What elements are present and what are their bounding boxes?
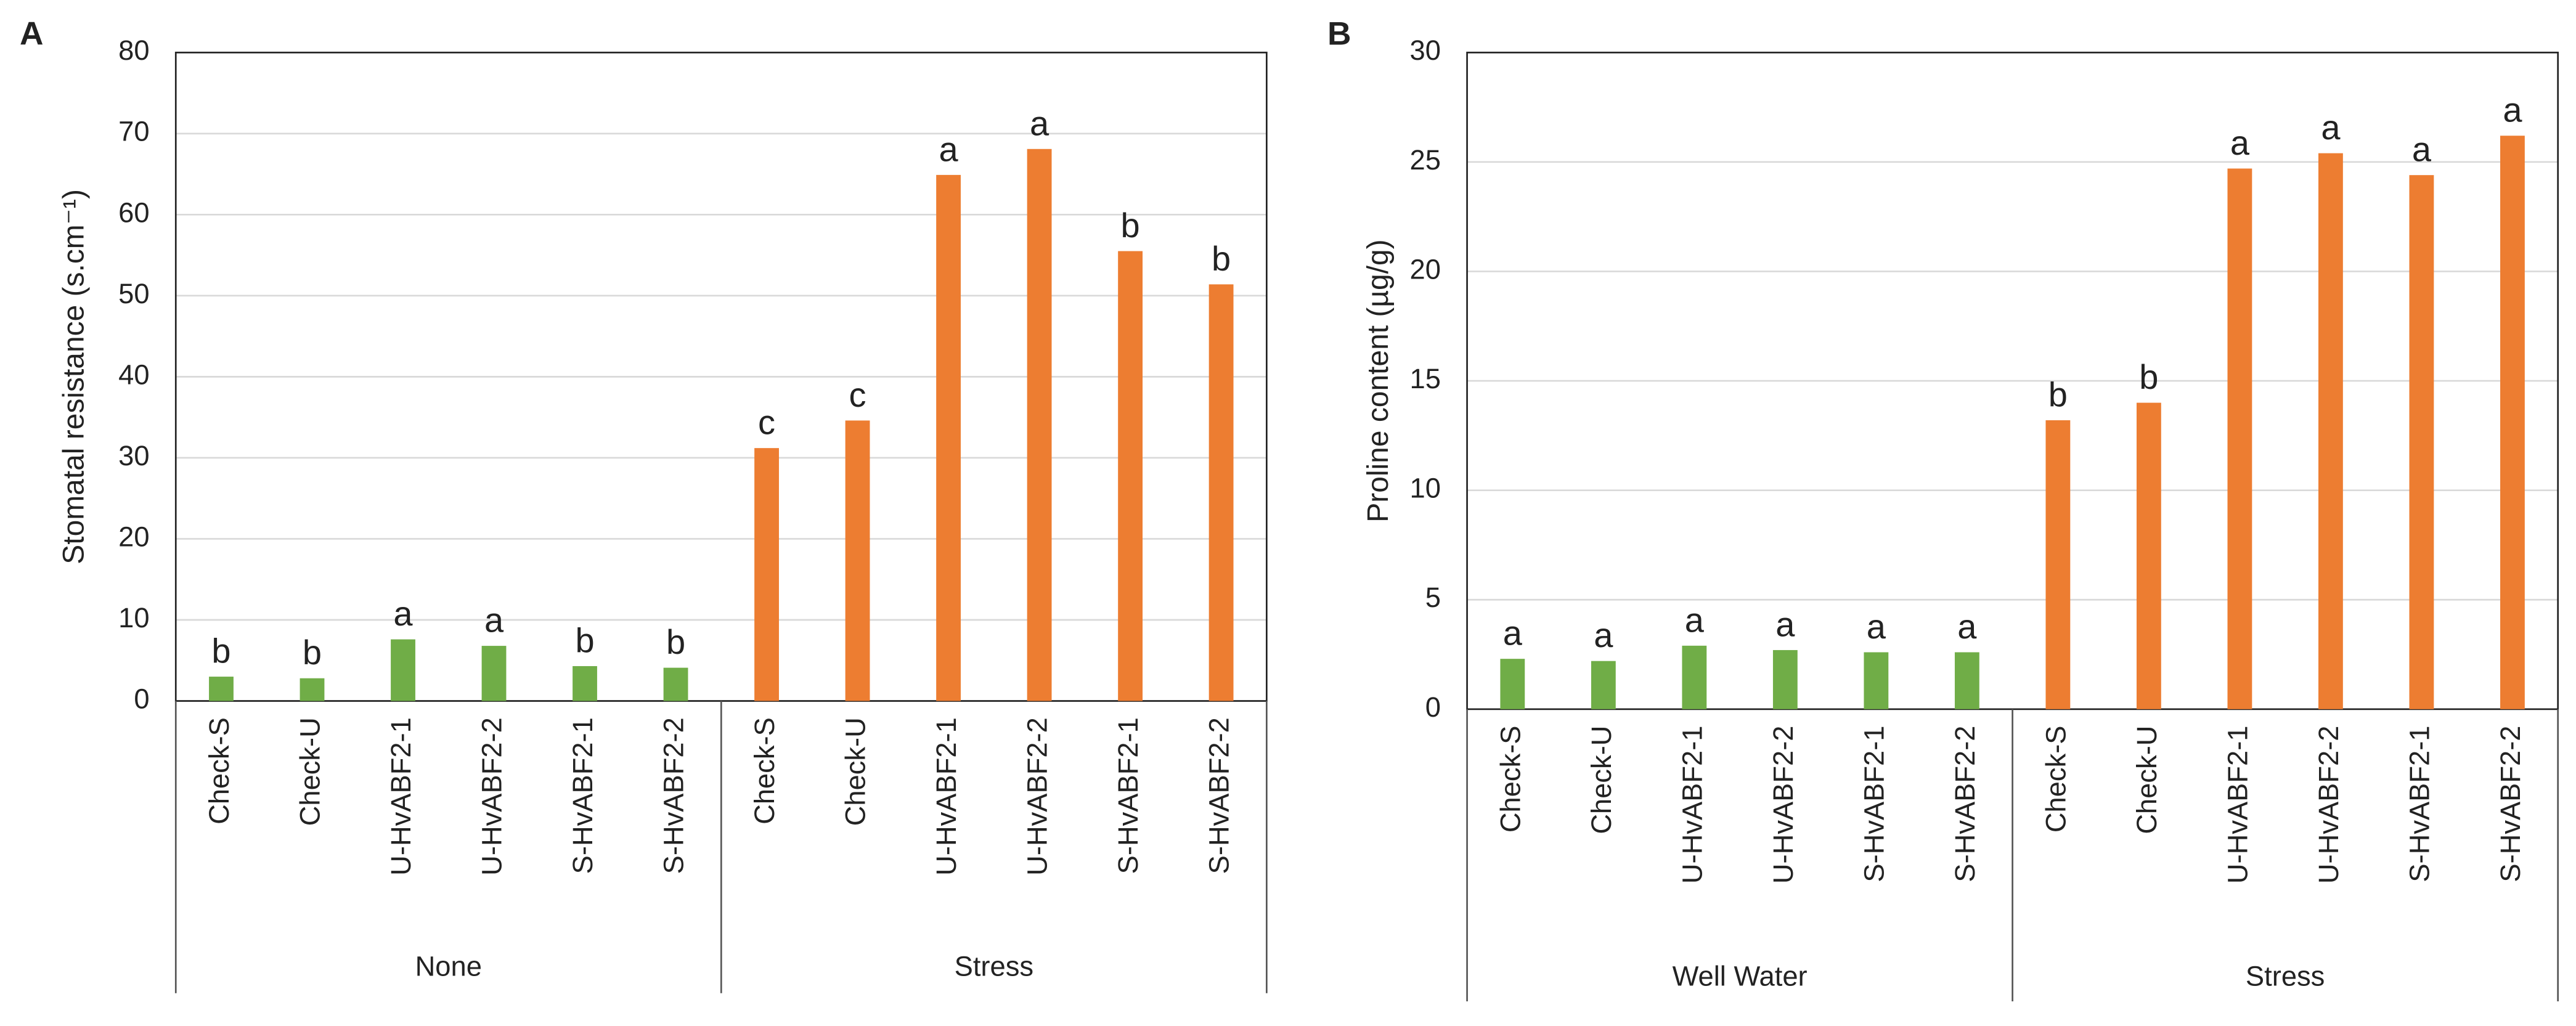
x-tick-label: Check-S [1494,725,1526,833]
y-tick-label: 20 [1410,253,1441,285]
y-axis-label: Stomatal resistance (s.cm⁻¹) [57,189,90,564]
bar [754,448,779,701]
x-tick-label: S-HvABF2-2 [1949,725,1981,882]
bar [391,639,415,701]
y-tick-label: 70 [118,116,149,147]
x-tick-label: Check-U [2131,725,2162,834]
significance-letter: a [2503,91,2522,129]
x-tick-label: U-HvABF2-1 [2222,725,2253,884]
significance-letter: c [849,375,866,414]
significance-letter: a [2321,108,2341,147]
y-tick-label: 10 [1410,473,1441,504]
x-tick-label: U-HvABF2-2 [1022,717,1053,876]
x-tick-label: Check-U [1586,725,1617,834]
significance-letter: a [1775,605,1795,643]
significance-letter: a [1594,616,1613,654]
x-tick-label: S-HvABF2-2 [1204,717,1235,874]
significance-letter: b [2048,375,2068,413]
bar [1118,251,1143,701]
panel-label: B [1327,16,1351,52]
x-tick-label: S-HvABF2-1 [2403,725,2435,882]
significance-letter: a [1503,614,1523,653]
bar [845,420,870,701]
bar [300,678,325,701]
bar [573,666,597,701]
x-tick-label: U-HvABF2-2 [2313,725,2344,884]
group-label: Stress [2246,961,2325,992]
significance-letter: b [2139,357,2158,396]
significance-letter: a [1030,104,1050,142]
bar [1209,284,1234,701]
y-tick-label: 30 [118,440,149,471]
significance-letter: a [2230,123,2250,162]
y-tick-label: 25 [1410,144,1441,176]
bar [663,667,688,701]
y-tick-label: 5 [1425,582,1441,613]
bar [1591,661,1616,709]
significance-letter: b [303,633,322,672]
x-tick-label: U-HvABF2-2 [1767,725,1799,884]
significance-letter: b [1121,206,1140,245]
y-tick-label: 0 [134,683,149,715]
x-tick-label: Check-U [294,717,325,826]
significance-letter: a [1685,600,1705,639]
x-tick-label: Check-S [203,717,235,824]
bar [1772,649,1798,709]
x-tick-label: U-HvABF2-1 [931,717,962,876]
bar [209,677,234,701]
bar [2500,136,2525,709]
plot-frame [174,51,1268,702]
y-tick-label: 10 [118,602,149,633]
significance-letter: a [2412,130,2432,169]
significance-letter: a [484,601,504,640]
group-label: None [415,951,482,982]
significance-letter: b [575,621,594,659]
y-tick-label: 30 [1410,35,1441,66]
x-tick-label: S-HvABF2-1 [1112,717,1144,874]
bar [1682,645,1707,709]
group-label: Stress [955,951,1033,982]
bar [1954,652,1979,709]
significance-letter: a [1867,607,1886,646]
bar [2409,175,2434,709]
significance-letter: c [758,403,775,442]
x-tick-label: Check-S [749,717,780,824]
bar [2318,153,2343,709]
y-tick-label: 0 [1425,691,1441,723]
x-tick-label: U-HvABF2-2 [476,717,507,876]
x-tick-label: S-HvABF2-1 [567,717,598,874]
x-tick-label: Check-S [2040,725,2071,833]
significance-letter: b [666,622,685,661]
significance-letter: a [1957,607,1977,646]
x-tick-label: U-HvABF2-1 [1676,725,1708,884]
x-tick-label: U-HvABF2-1 [385,717,417,876]
significance-letter: a [939,129,958,168]
x-tick-label: S-HvABF2-1 [1858,725,1889,882]
y-tick-label: 40 [118,359,149,390]
panel-label: A [20,16,43,52]
bar [2227,168,2252,709]
group-label: Well Water [1673,961,1808,992]
bar [2136,402,2161,709]
y-tick-label: 60 [118,197,149,228]
y-tick-label: 50 [118,278,149,309]
y-axis-label: Proline content (µg/g) [1362,239,1395,522]
x-tick-label: Check-U [840,717,871,826]
significance-letter: b [1212,239,1231,278]
significance-letter: a [393,594,413,633]
bar [1027,149,1052,701]
bar [1500,659,1525,709]
bar [481,646,507,701]
bar [2045,420,2071,709]
y-tick-label: 15 [1410,363,1441,394]
bar [936,174,961,701]
y-tick-label: 80 [118,35,149,66]
bar [1864,652,1889,709]
x-tick-label: S-HvABF2-2 [2495,725,2526,882]
significance-letter: b [211,632,230,670]
y-tick-label: 20 [118,521,149,552]
x-tick-label: S-HvABF2-2 [658,717,689,874]
